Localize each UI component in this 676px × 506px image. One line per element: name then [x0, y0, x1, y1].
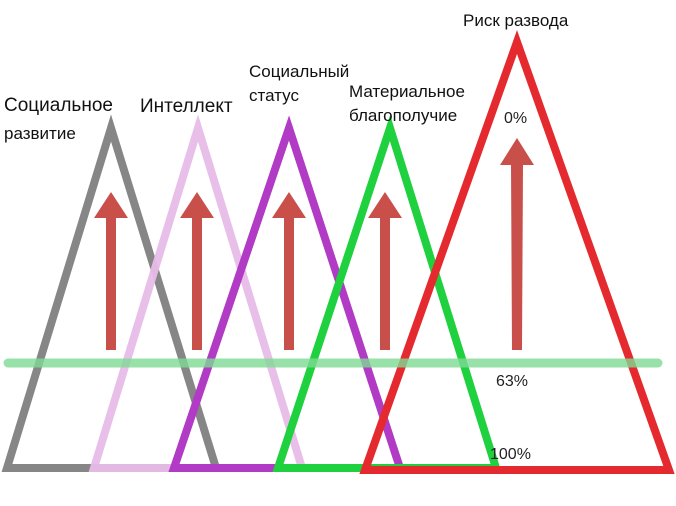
scale-top-percent: 0%	[504, 110, 528, 127]
scale-bottom-percent: 100%	[490, 446, 531, 463]
scale-middle-percent: 63%	[496, 373, 529, 390]
arrow-social-status	[272, 192, 306, 350]
arrow-material-wellbeing	[368, 192, 402, 350]
arrow-intellect	[180, 192, 214, 350]
triangle-divorce-risk	[359, 30, 675, 474]
label-divorce-risk: Риск развода	[463, 11, 569, 30]
label-intellect: Интеллект	[140, 96, 233, 117]
arrow-social-development	[94, 192, 128, 350]
label-social-status: Социальный статус	[249, 62, 350, 105]
arrow-divorce-risk	[500, 138, 534, 350]
label-social-development: Социальное развитие	[4, 95, 113, 143]
label-material-wellbeing: Материальное благополучие	[349, 82, 465, 125]
